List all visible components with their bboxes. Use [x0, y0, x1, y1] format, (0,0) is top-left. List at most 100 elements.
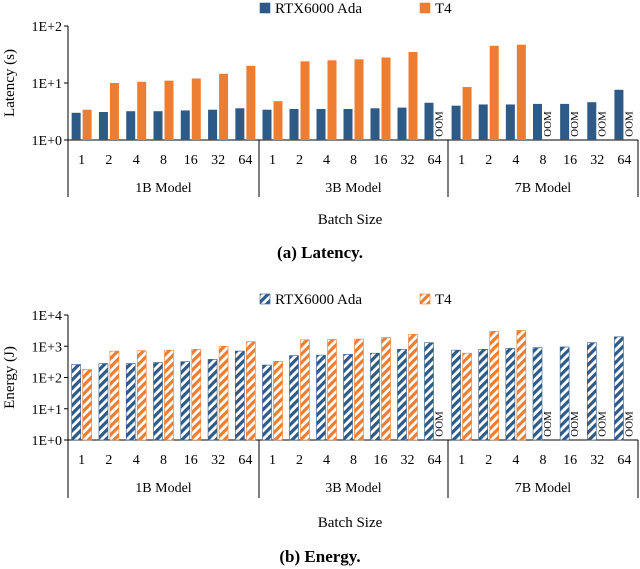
energy-bar-rtx [207, 359, 218, 441]
latency-bar-t4 [137, 81, 147, 140]
latency-group-label: 3B Model [325, 181, 382, 196]
latency-batch-label: 64 [238, 153, 252, 168]
energy-bar-rtx [71, 364, 81, 441]
energy-batch-label: 8 [350, 453, 357, 468]
energy-bar-t4 [462, 352, 472, 441]
energy-bar-t4 [489, 331, 500, 441]
energy-y-tick-label: 1E+4 [32, 309, 62, 324]
latency-group-label: 7B Model [515, 181, 572, 196]
latency-bar-t4 [82, 109, 92, 140]
latency-y-tick-label: 1E+1 [32, 77, 62, 92]
energy-chart: 1E+0 1E+1 1E+2 1E+3 1E+4 Energy (J) 1 2 4 8 16 32 64… [2, 292, 639, 531]
latency-bar-t4 [246, 65, 256, 140]
latency-bar-rtx [343, 108, 353, 140]
energy-bar-rtx [614, 336, 624, 441]
latency-bar-rtx [153, 111, 163, 140]
energy-y-tick-label: 1E+1 [32, 403, 62, 418]
latency-bar-t4 [516, 44, 526, 140]
latency-bar-t4 [381, 57, 391, 140]
energy-bar-t4 [354, 338, 364, 441]
latency-bar-rtx [316, 108, 326, 140]
latency-x-axis-label: Batch Size [318, 212, 383, 228]
energy-batch-label: 4 [323, 453, 330, 468]
latency-batch-label: 8 [540, 153, 547, 168]
energy-legend-label: T4 [435, 292, 452, 308]
energy-bar-rtx [343, 354, 353, 441]
energy-bar-t4 [82, 369, 92, 441]
latency-caption: (a) Latency. [0, 243, 640, 263]
latency-bar-rtx [397, 107, 407, 140]
latency-bar-rtx [126, 111, 136, 140]
energy-bar-t4 [246, 341, 256, 441]
latency-batch-label: 4 [133, 153, 140, 168]
energy-batch-label: 64 [428, 453, 442, 468]
energy-oom-label: OOM [569, 411, 581, 437]
latency-bar-rtx [98, 111, 108, 140]
energy-oom-label: OOM [623, 411, 635, 437]
latency-bar-rtx [235, 108, 245, 140]
energy-batch-label: 2 [296, 453, 303, 468]
energy-y-tick-label: 1E+3 [32, 340, 62, 355]
latency-bar-t4 [191, 78, 201, 140]
latency-bar-rtx [505, 104, 515, 140]
energy-bar-t4 [516, 330, 527, 441]
latency-y-tick-label: 1E+0 [32, 134, 62, 149]
latency-batch-label: 4 [512, 153, 519, 168]
energy-batch-label: 64 [617, 453, 631, 468]
latency-chart: 1E+0 1E+1 1E+2 Latency (s) 1 2 4 8 16 32 64 1B Mode… [2, 1, 639, 228]
latency-batch-label: 1 [78, 153, 85, 168]
energy-bar-rtx [180, 361, 191, 441]
energy-bar-t4 [408, 334, 418, 441]
energy-batch-label: 1 [458, 453, 465, 468]
latency-legend-swatch-rtx [259, 2, 271, 14]
energy-bar-t4 [164, 349, 174, 441]
latency-bar-t4 [489, 45, 499, 140]
latency-oom-label: OOM [542, 111, 554, 137]
latency-batch-label: 16 [563, 153, 577, 168]
energy-y-axis-label: Energy (J) [2, 346, 18, 409]
energy-batch-label: 32 [590, 453, 604, 468]
latency-bar-rtx [478, 104, 488, 140]
latency-batch-label: 2 [485, 153, 492, 168]
latency-bar-rtx [587, 102, 597, 140]
energy-y-tick-label: 1E+0 [32, 434, 62, 449]
energy-bar-rtx [451, 349, 461, 441]
latency-batch-label: 2 [105, 153, 112, 168]
energy-group-label: 3B Model [325, 481, 382, 496]
latency-bar-t4 [327, 60, 337, 140]
latency-y-axis-label: Latency (s) [2, 49, 18, 117]
latency-bar-rtx [370, 108, 380, 140]
latency-batch-label: 1 [458, 153, 465, 168]
latency-bar-rtx [208, 109, 218, 140]
energy-y-tick-label: 1E+2 [32, 372, 62, 387]
energy-bar-rtx [262, 364, 272, 441]
latency-oom-label: OOM [623, 111, 635, 137]
energy-bar-t4 [218, 345, 229, 441]
energy-bar-rtx [397, 348, 407, 441]
latency-bar-rtx [180, 110, 190, 140]
energy-caption-text: (b) Energy. [279, 547, 361, 566]
latency-bar-rtx [614, 89, 624, 140]
latency-bar-rtx [289, 108, 299, 140]
latency-legend-swatch-t4 [419, 2, 431, 14]
energy-bar-t4 [136, 350, 147, 441]
energy-bar-t4 [191, 348, 202, 441]
latency-bar-rtx [451, 105, 461, 140]
energy-bar-rtx [98, 363, 109, 441]
latency-legend: RTX6000 Ada T4 [259, 1, 452, 17]
energy-legend-swatch-t4 [419, 293, 431, 305]
latency-batch-label: 1 [269, 153, 276, 168]
energy-bar-t4 [109, 350, 120, 441]
energy-batch-label: 8 [540, 453, 547, 468]
energy-legend: RTX6000 Ada T4 [259, 292, 452, 308]
latency-bar-t4 [408, 51, 418, 140]
latency-bar-t4 [354, 59, 364, 140]
energy-bar-rtx [478, 348, 489, 441]
energy-oom-label: OOM [542, 411, 554, 437]
energy-bar-rtx [586, 342, 597, 441]
energy-bar-t4 [300, 339, 310, 441]
energy-bar-rtx [370, 352, 380, 441]
energy-bar-t4 [327, 339, 337, 441]
energy-group-label: 7B Model [515, 481, 572, 496]
energy-batch-label: 8 [160, 453, 167, 468]
